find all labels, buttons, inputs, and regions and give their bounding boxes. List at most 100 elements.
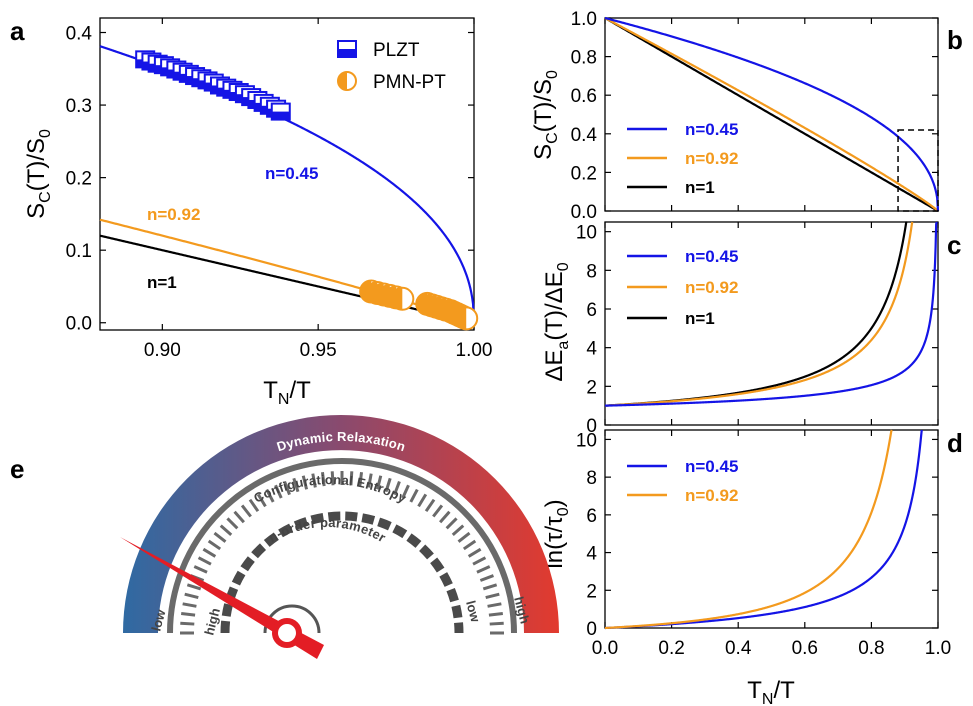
gauge-tick <box>417 493 428 508</box>
panel-b-ylabel: SC(T)/S0 <box>530 70 561 160</box>
gauge-tick <box>240 504 252 518</box>
gauge-tick <box>274 484 283 499</box>
x-tick-label: 1.0 <box>925 638 951 659</box>
curve-n=0.45 <box>604 429 923 630</box>
panel-label-e: e <box>10 454 24 484</box>
gauge-tick <box>219 524 233 536</box>
panel-a-frame <box>99 17 475 331</box>
legend-label: n=0.45 <box>685 247 738 266</box>
gauge-tick <box>207 539 222 551</box>
x-tick-label: 0.0 <box>592 638 618 659</box>
y-tick-label: 4 <box>586 339 597 360</box>
gauge-low-left-label: low <box>148 607 168 633</box>
zoom-box <box>897 129 939 212</box>
panel-b-chart: 0.0 0.2 0.4 0.6 0.8 1.0 n=0.45 n=0.92 n=1 SC(T)… <box>530 9 940 223</box>
gauge-tick <box>248 498 260 513</box>
panel-label-d: d <box>947 428 963 458</box>
panel-label-c: c <box>947 230 961 260</box>
gauge-tick <box>283 480 291 496</box>
legend-label-pmnpt: PMN-PT <box>373 72 446 93</box>
gauge-tick <box>401 484 410 499</box>
panel-c-lines <box>604 221 938 407</box>
y-tick-label: 0.1 <box>66 241 92 262</box>
gauge-tick <box>409 488 419 503</box>
gauge-tick <box>482 583 498 591</box>
gauge-high-right-label: high <box>511 595 533 625</box>
gauge-tick <box>472 556 487 566</box>
legend-label-plzt: PLZT <box>373 40 420 61</box>
gauge-tick <box>301 475 309 490</box>
panel-b-legend: n=0.45 n=0.92 n=1 <box>627 120 738 197</box>
annotation-n045: n=0.45 <box>265 164 318 183</box>
gauge-diagram: Dynamic Relaxation slow fast Configurati… <box>104 415 573 659</box>
gauge-tick <box>424 498 436 513</box>
pmnpt-marker <box>454 306 479 331</box>
gauge-slow-label: slow <box>104 596 125 628</box>
legend-label: n=1 <box>685 309 715 328</box>
curve-n=0.45 <box>604 221 938 407</box>
gauge-tick <box>292 477 300 493</box>
gauge-tick <box>202 547 217 558</box>
panel-d-legend: n=0.45 n=0.92 <box>627 457 738 505</box>
legend-marker-plzt <box>337 40 357 58</box>
gauge-inner-arc <box>220 511 464 634</box>
legend-label: n=0.92 <box>685 149 738 168</box>
gauge-tick <box>311 473 317 488</box>
panel-c-legend: n=0.45 n=0.92 n=1 <box>627 247 738 328</box>
y-tick-label: 6 <box>586 300 597 321</box>
y-tick-label: 10 <box>576 223 597 244</box>
x-tick-label: 0.2 <box>658 638 684 659</box>
gauge-tick <box>384 477 392 493</box>
gauge-low-right-label: low <box>463 599 483 625</box>
curve-n=1 <box>604 17 939 212</box>
gauge-tick <box>358 472 364 487</box>
gauge-tick <box>233 510 245 524</box>
curve-n=0.92 <box>604 429 893 630</box>
curve-n=0.45 <box>604 16 940 212</box>
panel-c-frame <box>604 221 939 426</box>
legend-label: n=0.45 <box>685 120 738 139</box>
gauge-tick <box>349 471 354 486</box>
y-tick-label: 2 <box>586 377 597 398</box>
gauge-tick <box>182 602 197 608</box>
gauge-tick <box>488 611 503 617</box>
x-tick-label: 0.95 <box>300 340 337 361</box>
gauge-tick <box>476 565 491 574</box>
panel-b-zoom-box <box>897 129 939 212</box>
legend-marker-pmnpt <box>337 71 357 91</box>
x-tick-label: 0.4 <box>725 638 752 659</box>
gauge-tick <box>462 539 477 551</box>
panel-c-ticks: 0 2 4 6 8 10 <box>576 222 939 437</box>
gauge-tick <box>193 565 208 574</box>
curve-n=0.92 <box>604 221 914 407</box>
y-tick-label: 10 <box>576 430 597 451</box>
gauge-tick <box>393 480 401 496</box>
gauge-tick <box>457 531 471 543</box>
gauge-tick <box>213 531 227 543</box>
gauge-tick <box>197 556 212 566</box>
gauge-outer-arc <box>123 415 559 633</box>
gauge-tick <box>445 517 458 530</box>
y-tick-label: 0.3 <box>66 96 92 117</box>
gauge-tick <box>367 473 373 488</box>
gauge-fast-label: fast <box>553 578 573 604</box>
panel-c-ylabel: ΔEa(T)/ΔE0 <box>541 262 572 381</box>
panel-label-a: a <box>10 16 25 46</box>
gauge-tick <box>451 524 465 536</box>
y-tick-label: 8 <box>586 468 597 489</box>
panel-a-ylabel: SC(T)/S0 <box>23 129 54 219</box>
panel-a-markers <box>135 50 479 331</box>
y-tick-label: 0.4 <box>66 24 93 45</box>
panel-a-ticks: 0.0 0.1 0.2 0.3 0.4 0.90 0.95 1.00 <box>66 18 492 361</box>
panel-a-legend: PLZT PMN-PT <box>337 40 446 93</box>
y-tick-label: 0.0 <box>66 314 92 335</box>
y-tick-label: 0.2 <box>571 163 597 184</box>
y-tick-label: 8 <box>586 261 597 282</box>
y-tick-label: 0.0 <box>571 202 597 223</box>
x-tick-label: 0.90 <box>144 340 181 361</box>
y-tick-label: 2 <box>586 581 597 602</box>
legend-label: n=0.92 <box>685 278 738 297</box>
panel-c-chart: 0 2 4 6 8 10 n=0.45 n=0.92 n=1 ΔEa(T)/ΔE0 <box>541 221 939 437</box>
y-tick-label: 0 <box>586 416 597 437</box>
